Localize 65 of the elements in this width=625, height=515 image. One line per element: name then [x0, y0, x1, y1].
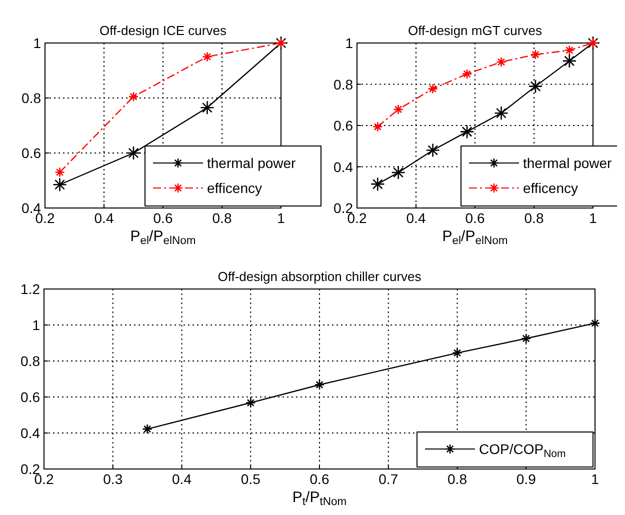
x-tick-label: 1	[277, 210, 286, 226]
y-tick-label: 0.4	[20, 425, 40, 441]
point	[245, 398, 256, 408]
point	[314, 380, 325, 390]
chart-title: Off-design ICE curves	[100, 23, 227, 38]
y-tick-label: 0.6	[22, 145, 42, 161]
y-tick-label: 1	[345, 35, 354, 51]
y-tick-label: 1.2	[20, 281, 40, 297]
x-tick-label: 0.8	[524, 210, 544, 226]
point	[52, 177, 67, 192]
x-axis-title: P$_{t}$/P$_{tNom}$	[292, 489, 347, 508]
point	[200, 100, 214, 115]
legend-label: COP/COP$_{Nom}$	[479, 441, 566, 460]
point	[128, 91, 139, 102]
x-tick-label: 0.4	[94, 210, 114, 226]
legend-label: thermal power	[207, 155, 296, 171]
y-tick-label: 0.4	[334, 158, 354, 175]
x-tick-label: 1	[591, 471, 600, 487]
point	[428, 84, 438, 94]
x-tick-label: 0.8	[212, 210, 232, 226]
y-tick-label: 0.6	[334, 118, 354, 134]
x-tick-label: 0.3	[103, 471, 123, 487]
legend-label: thermal power	[523, 155, 612, 171]
x-tick-label: 0.9	[516, 471, 536, 487]
y-tick-label: 0.8	[20, 353, 40, 369]
point	[564, 45, 575, 56]
x-tick-label: 0.4	[406, 210, 426, 226]
x-tick-label: 0.4	[172, 471, 192, 487]
y-tick-label: 1	[33, 35, 42, 51]
y-tick-label: 0.8	[22, 90, 42, 106]
point	[142, 424, 152, 434]
point	[520, 333, 532, 344]
point	[391, 165, 406, 180]
point	[494, 106, 508, 120]
point	[562, 54, 577, 68]
x-tick-label: 0.6	[310, 471, 330, 487]
point	[393, 104, 404, 115]
point	[202, 52, 212, 62]
point	[370, 176, 385, 192]
y-tick-label: 0.8	[334, 76, 354, 92]
legend-label: efficency	[523, 180, 578, 196]
point	[530, 49, 541, 60]
x-tick-label: 0.7	[378, 471, 398, 487]
x-tick-label: 1	[589, 210, 598, 226]
point	[126, 146, 141, 160]
point	[372, 122, 383, 132]
point	[496, 56, 506, 68]
point	[452, 348, 462, 358]
chart-title: Off-design mGT curves	[408, 23, 542, 38]
point	[426, 143, 440, 158]
x-tick-label: 0.5	[240, 471, 261, 487]
legend-label: efficency	[207, 180, 262, 196]
chart-title: Off-design absorption chiller curves	[218, 269, 422, 284]
y-tick-label: 0.6	[20, 389, 40, 405]
y-tick-label: 1	[32, 317, 40, 333]
x-tick-label: 0.6	[465, 210, 485, 226]
point	[590, 318, 600, 328]
point	[462, 68, 472, 80]
x-tick-label: 0.6	[153, 210, 173, 226]
x-axis-title: P$_{el}$/P$_{elNom}$	[130, 228, 196, 248]
x-axis-title: P$_{el}$/P$_{elNom}$	[442, 228, 508, 248]
point	[460, 124, 474, 139]
x-tick-label: 0.8	[448, 471, 468, 487]
point	[528, 79, 543, 94]
point	[54, 167, 65, 178]
